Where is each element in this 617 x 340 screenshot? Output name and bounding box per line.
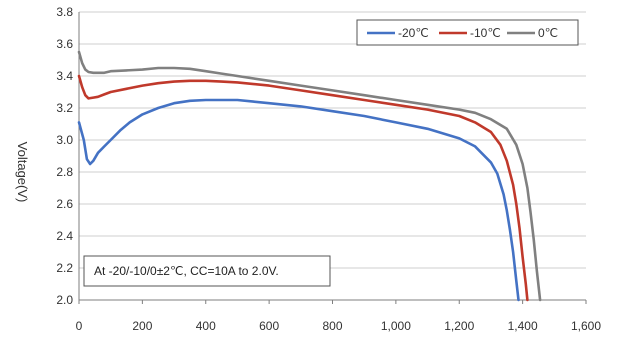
x-tick-label: 400 <box>196 319 216 333</box>
y-tick-labels: 2.0 2.2 2.4 2.6 2.8 3.0 3.2 3.4 3.6 3.8 <box>56 5 73 307</box>
y-tick-label: 2.8 <box>56 165 73 179</box>
x-tick-label: 200 <box>132 319 152 333</box>
y-tick-label: 2.2 <box>56 261 73 275</box>
y-tick-label: 3.8 <box>56 5 73 19</box>
axes <box>78 12 587 304</box>
y-tick-label: 2.4 <box>56 229 73 243</box>
legend: -20℃ -10℃ 0℃ <box>356 19 579 46</box>
series-lines <box>77 50 542 302</box>
x-tick-label: 1,000 <box>381 319 411 333</box>
legend-label: -20℃ <box>398 26 429 40</box>
x-tick-label: 600 <box>259 319 279 333</box>
gridlines <box>79 11 586 301</box>
x-tick-label: 1,600 <box>571 319 601 333</box>
x-tick-label: 800 <box>322 319 342 333</box>
y-tick-label: 3.2 <box>56 101 73 115</box>
y-tick-label: 2.0 <box>56 293 73 307</box>
x-tick-label: 1,200 <box>444 319 474 333</box>
x-tick-label: 0 <box>76 319 83 333</box>
legend-label: -10℃ <box>470 26 501 40</box>
x-tick-labels: 0 200 400 600 800 1,000 1,200 1,400 1,600 <box>76 319 602 333</box>
series-line-2 <box>77 74 529 302</box>
annotation-text: At -20/-10/0±2℃, CC=10A to 2.0V. <box>94 264 279 278</box>
y-axis-label: Voltage(V) <box>15 142 30 203</box>
series-line-1 <box>77 98 520 302</box>
annotation: At -20/-10/0±2℃, CC=10A to 2.0V. <box>83 255 331 287</box>
series-line-3 <box>77 50 542 302</box>
y-tick-label: 2.6 <box>56 197 73 211</box>
y-tick-label: 3.6 <box>56 37 73 51</box>
x-tick-label: 1,400 <box>508 319 538 333</box>
legend-items: -20℃ -10℃ 0℃ <box>367 26 558 40</box>
annotation-box <box>83 255 331 287</box>
y-tick-label: 3.4 <box>56 69 73 83</box>
y-tick-label: 3.0 <box>56 133 73 147</box>
legend-label: 0℃ <box>538 26 558 40</box>
